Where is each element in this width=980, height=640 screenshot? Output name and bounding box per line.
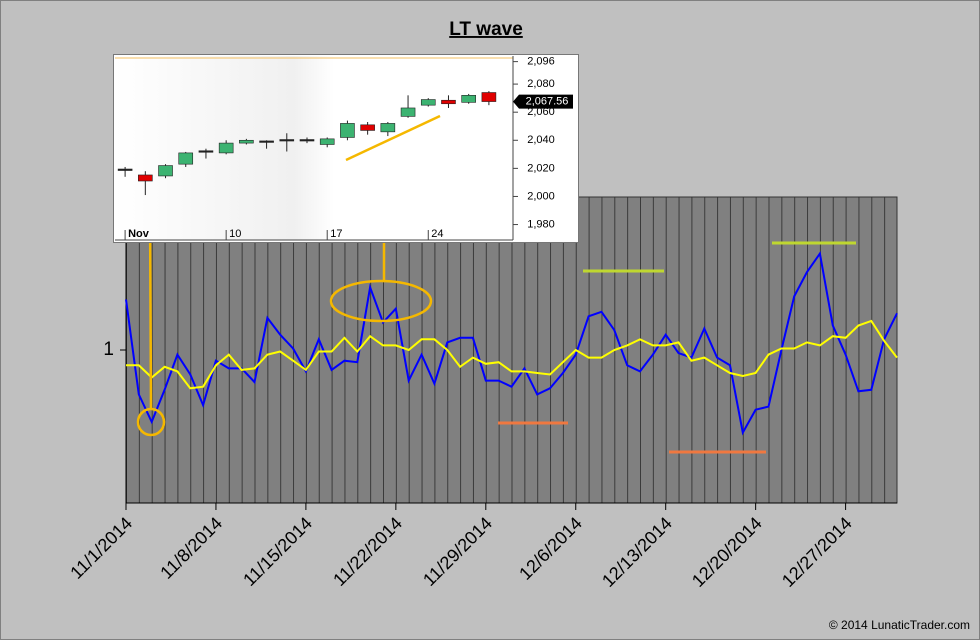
candle-body xyxy=(380,123,396,133)
candle-body xyxy=(178,152,194,165)
chart-title: LT wave xyxy=(449,19,523,40)
candle-body xyxy=(299,139,315,142)
annotation-trendline xyxy=(345,114,441,162)
candle-body xyxy=(461,95,476,103)
candle-body xyxy=(481,92,497,102)
x-tick-label: 24 xyxy=(431,228,443,240)
plot-area xyxy=(125,196,898,504)
candle-body xyxy=(340,123,355,138)
y-tick-label: 2,040 xyxy=(527,134,555,146)
y-tick-label: 2,020 xyxy=(527,162,555,174)
candle-body xyxy=(239,139,254,144)
y-tick-label: 1,980 xyxy=(527,218,555,230)
annotation-ellipse xyxy=(329,279,433,323)
y-tick-label: 1 xyxy=(103,339,114,360)
candle-body xyxy=(158,165,173,177)
y-tick-label: 2,080 xyxy=(527,78,555,90)
line-series xyxy=(125,251,898,436)
y-tick-label: 2,060 xyxy=(527,106,555,118)
candle-body xyxy=(117,168,133,171)
inset-plot-area xyxy=(115,56,513,240)
candle-body xyxy=(138,174,153,182)
candle-body xyxy=(420,99,436,106)
candle-body xyxy=(218,142,234,154)
x-tick-label: Nov xyxy=(128,228,150,240)
last-price-marker xyxy=(513,94,573,109)
line-series xyxy=(126,319,898,390)
candle-body xyxy=(279,139,295,142)
candle-body xyxy=(259,140,274,143)
candle-body xyxy=(319,138,335,145)
y-tick-label: 2,000 xyxy=(527,190,555,202)
candle-body xyxy=(360,124,375,131)
candle-body xyxy=(441,99,456,105)
inset-chart: 2,096 2,080 2,060 2,040 2,020 2,000 1,980 Nov 10… xyxy=(113,54,579,243)
x-tick-label: 10 xyxy=(229,228,241,240)
candle-body xyxy=(198,150,214,153)
y-tick-label: 2,096 xyxy=(527,56,555,68)
candle-body xyxy=(400,107,416,117)
footer: © 2014 LunaticTrader.com xyxy=(829,618,970,632)
last-price-label: 2,067.56 xyxy=(526,95,569,107)
x-tick-label: 17 xyxy=(330,228,342,240)
